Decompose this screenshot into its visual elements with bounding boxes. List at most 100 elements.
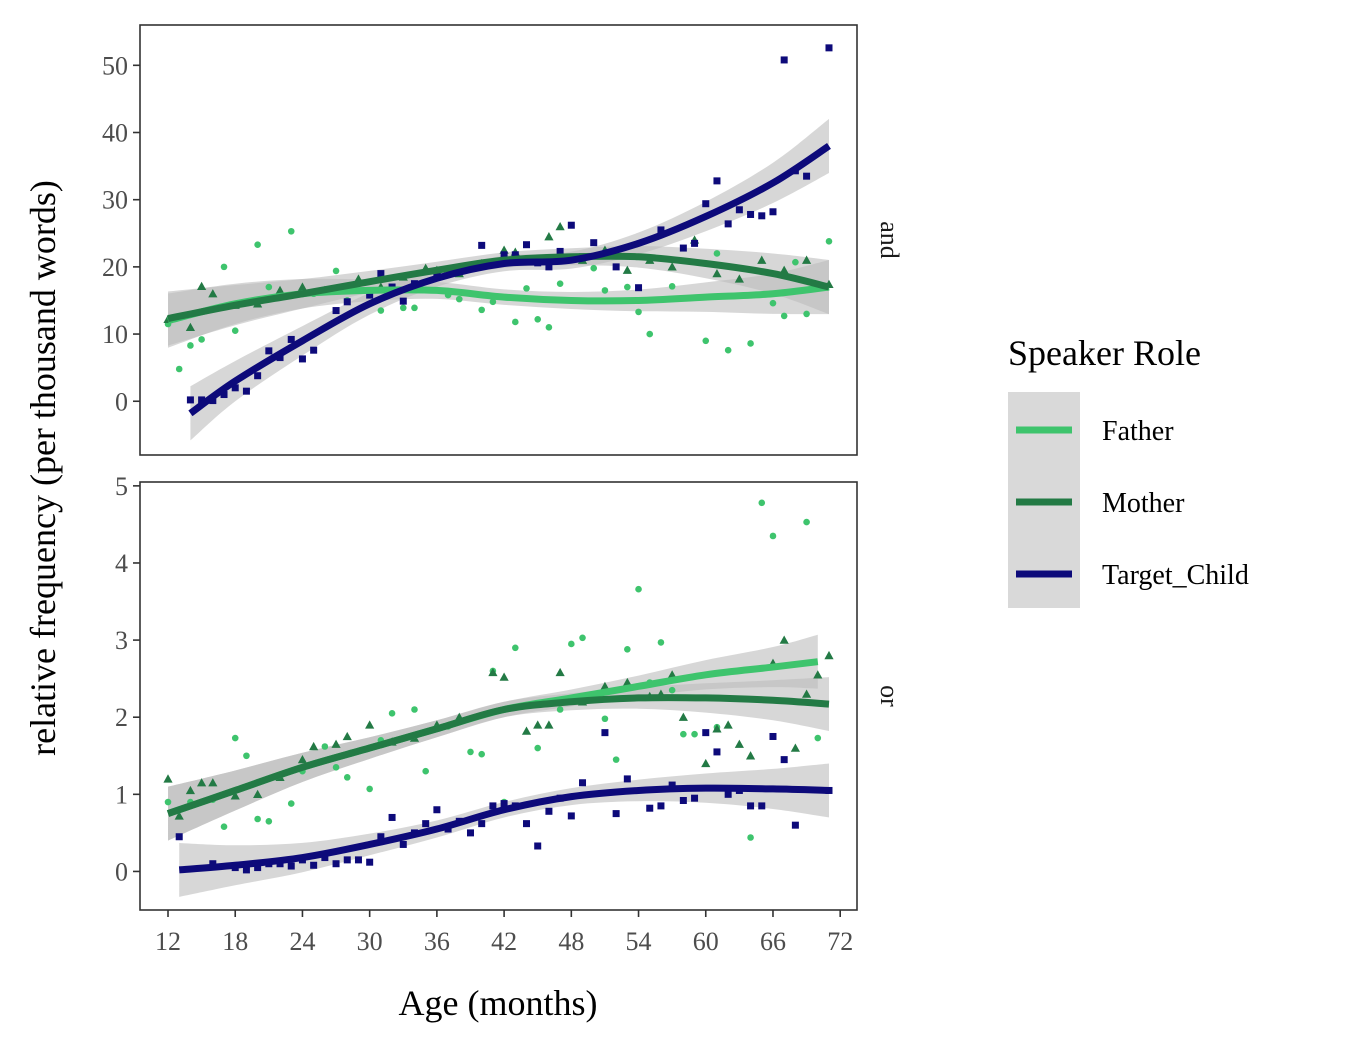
x-tick-label: 42 xyxy=(491,927,517,956)
point-target-child xyxy=(702,729,710,737)
point-father xyxy=(624,646,631,653)
point-mother xyxy=(723,720,733,729)
point-target-child xyxy=(366,291,374,299)
point-target-child xyxy=(691,239,699,247)
point-mother xyxy=(801,255,812,264)
point-father xyxy=(635,308,642,316)
panel-border xyxy=(139,24,858,456)
x-axis-title: Age (months) xyxy=(399,983,598,1023)
point-father xyxy=(814,734,822,742)
point-target-child xyxy=(186,396,194,404)
point-father xyxy=(523,285,530,292)
point-target-child xyxy=(769,208,777,216)
point-father xyxy=(691,730,698,738)
point-father xyxy=(568,640,575,648)
point-target-child xyxy=(377,833,385,841)
point-mother xyxy=(208,778,218,787)
point-target-child xyxy=(791,821,799,829)
point-target-child xyxy=(623,775,631,783)
legend-item-target-child: Target_Child xyxy=(1016,560,1249,591)
point-target-child xyxy=(198,396,206,404)
point-target-child xyxy=(500,800,508,808)
point-target-child xyxy=(567,221,575,229)
point-father xyxy=(187,342,194,349)
point-father xyxy=(164,798,172,806)
y-tick-label: 0 xyxy=(115,857,128,886)
x-tick-label: 60 xyxy=(693,927,719,956)
point-target-child xyxy=(343,298,351,306)
legend-key-point xyxy=(1041,499,1047,505)
point-target-child xyxy=(366,858,374,866)
point-father xyxy=(287,800,295,807)
point-mother xyxy=(297,755,308,764)
point-target-child xyxy=(433,806,441,814)
point-target-child xyxy=(511,251,519,259)
y-tick-label: 50 xyxy=(102,51,128,80)
legend-label: Mother xyxy=(1102,488,1185,519)
point-father xyxy=(646,330,654,338)
point-target-child xyxy=(254,864,262,872)
point-target-child xyxy=(220,391,228,399)
x-tick-label: 36 xyxy=(424,927,450,956)
point-father xyxy=(635,585,642,593)
point-target-child xyxy=(735,206,743,214)
point-target-child xyxy=(769,732,777,740)
point-mother xyxy=(197,281,207,291)
point-target-child xyxy=(691,794,699,802)
point-mother xyxy=(712,268,722,278)
point-target-child xyxy=(758,802,766,810)
point-mother xyxy=(488,667,498,677)
point-father xyxy=(231,734,239,742)
point-mother xyxy=(745,751,756,760)
point-father xyxy=(198,336,205,343)
point-father xyxy=(478,750,485,758)
point-target-child xyxy=(679,796,687,804)
point-father xyxy=(231,327,239,335)
point-father xyxy=(175,365,183,373)
point-target-child xyxy=(478,820,486,828)
point-mother xyxy=(342,731,352,741)
point-target-child xyxy=(646,804,654,812)
point-target-child xyxy=(545,807,553,815)
point-target-child xyxy=(724,790,732,798)
point-father xyxy=(399,304,407,312)
fit-line-mother xyxy=(166,694,830,817)
legend-key-point xyxy=(1041,427,1047,433)
point-father xyxy=(366,785,373,793)
point-mother xyxy=(174,811,184,820)
point-father xyxy=(747,340,754,347)
point-target-child xyxy=(332,307,340,315)
y-axis-title: relative frequency (per thousand words) xyxy=(23,180,63,756)
point-mother xyxy=(824,650,834,660)
x-tick-label: 12 xyxy=(155,927,181,956)
point-mother xyxy=(499,672,509,681)
point-father xyxy=(803,518,810,526)
strip-label-or: or xyxy=(875,685,904,707)
point-mother xyxy=(734,739,744,748)
point-target-child xyxy=(287,335,295,343)
y-tick-label: 10 xyxy=(102,320,128,349)
point-mother xyxy=(365,720,375,729)
point-father xyxy=(747,834,754,841)
point-mother xyxy=(555,221,565,231)
point-target-child xyxy=(612,263,620,271)
point-mother xyxy=(701,758,711,768)
point-target-child xyxy=(523,241,531,249)
point-target-child xyxy=(668,781,676,789)
legend-title: Speaker Role xyxy=(1008,333,1201,373)
fit-lines xyxy=(166,658,830,874)
point-father xyxy=(724,346,732,354)
panel-and: 0 10 20 30 40 50 and xyxy=(102,24,904,456)
x-tick-label: 66 xyxy=(760,927,786,956)
point-target-child xyxy=(209,860,217,868)
point-father xyxy=(489,298,497,306)
point-target-child xyxy=(702,200,710,208)
legend-key-point xyxy=(1041,571,1047,577)
point-target-child xyxy=(657,802,665,810)
point-father xyxy=(478,306,485,314)
point-target-child xyxy=(287,862,295,870)
point-father xyxy=(467,748,474,756)
point-mother xyxy=(521,726,532,735)
point-father xyxy=(512,318,519,326)
